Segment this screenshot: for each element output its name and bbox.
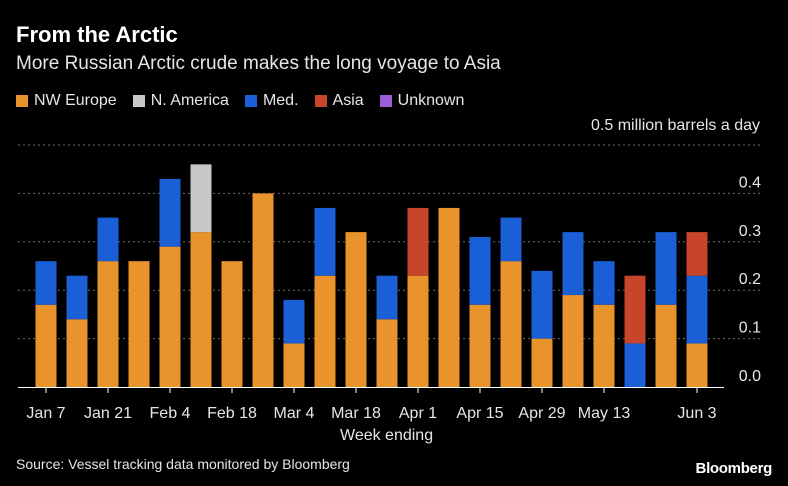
- legend-item-nw-europe: NW Europe: [16, 92, 117, 110]
- bar-segment-nw-europe: [469, 304, 491, 387]
- bar-segment-nw-europe: [593, 304, 615, 387]
- bar-segment-nw-europe: [500, 261, 522, 387]
- bar-segment-nw-europe: [190, 232, 212, 387]
- bar-segment-asia: [407, 207, 429, 276]
- bar-segment-med: [376, 275, 398, 320]
- bar-segment-nw-europe: [686, 343, 708, 387]
- y-tick-label: 0.1: [739, 320, 761, 337]
- x-tick-label: Apr 29: [518, 405, 565, 422]
- y-tick-label: 0.4: [739, 174, 761, 191]
- bar-segment-nw-europe: [35, 304, 57, 387]
- x-axis-label: Week ending: [340, 427, 434, 444]
- legend-swatch-med: [244, 95, 257, 107]
- bar-segment-nw-europe: [407, 275, 429, 387]
- legend-label-asia: Asia: [332, 92, 364, 109]
- legend: NW Europe N. America Med. Asia Unknown: [16, 92, 480, 110]
- bar-segment-med: [562, 232, 584, 296]
- x-tick-label: Jan 7: [26, 405, 65, 422]
- bar-segment-nw-europe: [531, 338, 553, 387]
- legend-swatch-unknown: [379, 95, 392, 107]
- x-tick-label: Feb 4: [150, 405, 191, 422]
- legend-swatch-asia: [314, 95, 327, 107]
- y-axis-unit-label: 0.5 million barrels a day: [591, 117, 760, 134]
- bar-segment-med: [35, 261, 57, 305]
- bar-segment-nw-europe: [376, 319, 398, 387]
- bar-segment-nw-europe: [655, 304, 677, 387]
- legend-label-unknown: Unknown: [397, 92, 465, 109]
- legend-item-n-america: N. America: [132, 92, 229, 110]
- x-tick-label: Feb 18: [207, 405, 257, 422]
- legend-item-asia: Asia: [314, 92, 364, 110]
- x-tick-label: May 13: [578, 405, 631, 422]
- bar-segment-nw-europe: [252, 193, 274, 387]
- x-tick-label: Mar 18: [331, 405, 381, 422]
- legend-item-med: Med.: [244, 92, 299, 110]
- bar-segment-med: [655, 232, 677, 305]
- bar-segment-nw-europe: [314, 275, 336, 387]
- bar-segment-med: [469, 236, 491, 305]
- x-tick-label: Jun 3: [677, 405, 716, 422]
- bar-segment-asia: [686, 232, 708, 276]
- bar-segment-nw-europe: [66, 319, 88, 387]
- legend-label-med: Med.: [262, 92, 299, 109]
- bar-segment-nw-europe: [283, 343, 305, 387]
- legend-label-nw-europe: NW Europe: [34, 92, 117, 109]
- bar-segment-med: [97, 217, 119, 262]
- legend-label-n-america: N. America: [150, 92, 229, 109]
- chart-title: From the Arctic: [16, 22, 178, 47]
- bar-segment-nw-europe: [438, 207, 460, 387]
- bar-segment-nw-europe: [562, 295, 584, 387]
- x-tick-label: Apr 15: [456, 405, 503, 422]
- bar-segment-nw-europe: [128, 261, 150, 387]
- y-tick-label: 0.2: [739, 271, 761, 288]
- bar-segment-nw-europe: [221, 261, 243, 387]
- bar-segment-med: [624, 343, 646, 387]
- legend-swatch-n-america: [132, 95, 145, 107]
- bar-segment-asia: [624, 275, 646, 344]
- legend-swatch-nw-europe: [16, 95, 28, 107]
- bar-segment-n-america: [190, 164, 212, 233]
- bar-segment-med: [531, 270, 553, 339]
- bar-segment-med: [283, 299, 305, 344]
- source-note: Source: Vessel tracking data monitored b…: [16, 456, 350, 472]
- bar-segment-nw-europe: [159, 246, 181, 387]
- bar-segment-nw-europe: [97, 261, 119, 387]
- bar-segment-nw-europe: [345, 232, 367, 387]
- y-tick-label: 0.3: [739, 223, 761, 240]
- x-tick-label: Apr 1: [399, 405, 437, 422]
- x-tick-label: Jan 21: [84, 405, 132, 422]
- bar-segment-med: [593, 261, 615, 305]
- y-tick-label: 0.0: [739, 368, 761, 385]
- x-tick-label: Mar 4: [274, 405, 315, 422]
- chart-subtitle: More Russian Arctic crude makes the long…: [16, 53, 501, 74]
- bar-segment-med: [159, 178, 181, 247]
- legend-item-unknown: Unknown: [379, 92, 465, 110]
- bar-segment-med: [66, 275, 88, 320]
- bar-segment-med: [686, 275, 708, 344]
- bloomberg-logo: Bloomberg: [695, 460, 773, 477]
- bar-segment-med: [314, 207, 336, 276]
- bar-segment-med: [500, 217, 522, 262]
